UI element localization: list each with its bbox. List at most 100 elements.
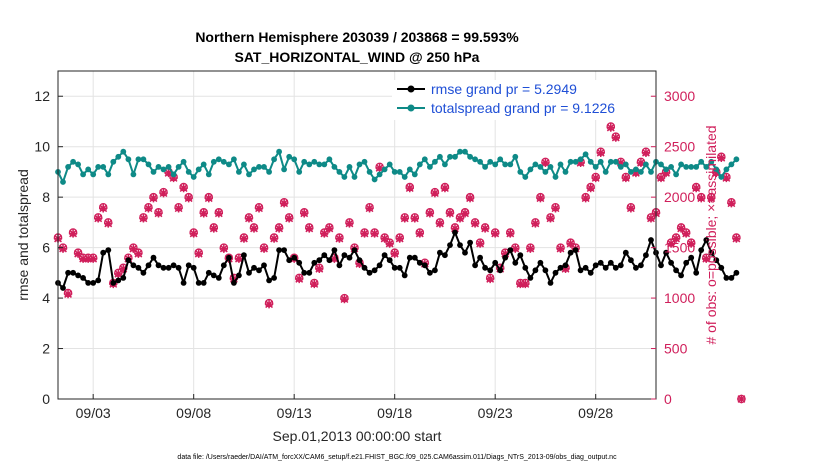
- rmse-point: [607, 259, 614, 266]
- totalspread-point: [442, 161, 448, 168]
- right-axis: 0 500 1000 1500 2000 2500 3000: [651, 88, 695, 407]
- rmse-point: [236, 272, 242, 279]
- totalspread-point: [75, 161, 81, 168]
- obs-assimilated-point: [470, 219, 480, 228]
- obs-assimilated-point: [144, 204, 153, 213]
- rmse-point: [512, 259, 519, 266]
- totalspread-point: [633, 166, 639, 173]
- rmse-point: [406, 254, 413, 261]
- rmse-point: [728, 275, 735, 281]
- obs-assimilated-point: [692, 183, 701, 193]
- totalspread-point: [281, 166, 287, 173]
- totalspread-point: [487, 158, 494, 165]
- y-left-tick-label: 0: [42, 391, 50, 407]
- obs-assimilated-point: [219, 244, 229, 253]
- obs-assimilated-point: [521, 279, 530, 289]
- grid-lines: [58, 71, 656, 400]
- obs-assimilated-point: [546, 214, 555, 223]
- totalspread-point: [256, 164, 262, 170]
- obs-assimilated-point: [159, 188, 168, 198]
- rmse-point: [447, 242, 453, 249]
- obs-assimilated-point: [697, 193, 706, 203]
- rmse-point: [381, 252, 388, 259]
- totalspread-point: [155, 164, 162, 170]
- totalspread-point: [65, 164, 71, 170]
- x-tick-label: 09/18: [377, 405, 412, 421]
- totalspread-point: [220, 158, 227, 165]
- rmse-point: [597, 259, 604, 266]
- totalspread-point: [673, 171, 679, 178]
- rmse-point: [110, 280, 117, 286]
- totalspread-point: [321, 161, 328, 168]
- obs-assimilated-point: [707, 193, 716, 203]
- obs-assimilated-point: [310, 279, 319, 289]
- rmse-point: [612, 264, 619, 271]
- rmse-point: [396, 264, 403, 271]
- rmse-point: [346, 254, 353, 261]
- rmse-point: [140, 269, 147, 276]
- obs-assimilated-point: [686, 239, 696, 248]
- obs-assimilated-point: [269, 234, 279, 243]
- rmse-point: [572, 247, 579, 254]
- rmse-point: [452, 229, 458, 236]
- obs-assimilated-point: [516, 279, 525, 289]
- rmse-point: [663, 249, 669, 256]
- totalspread-point: [567, 158, 574, 165]
- rmse-point: [200, 280, 207, 286]
- totalspread-point: [190, 174, 197, 180]
- rmse-point: [65, 269, 71, 276]
- totalspread-point: [105, 171, 112, 178]
- totalspread-point: [175, 164, 182, 170]
- rmse-point: [165, 264, 172, 271]
- rmse-point: [648, 237, 654, 243]
- rmse-point: [276, 247, 282, 254]
- obs-assimilated-point: [616, 158, 626, 168]
- rmse-point: [472, 262, 478, 269]
- rmse-point: [80, 275, 86, 281]
- totalspread-point: [160, 166, 167, 173]
- totalspread-point: [648, 169, 654, 175]
- rmse-point: [718, 264, 725, 271]
- rmse-point: [723, 275, 730, 281]
- obs-assimilated-point: [405, 183, 414, 193]
- obs-assimilated-point: [501, 249, 510, 258]
- rmse-point: [125, 257, 132, 264]
- obs-assimilated-point: [73, 249, 83, 258]
- totalspread-point: [427, 164, 433, 170]
- y-right-tick-label: 500: [664, 341, 688, 357]
- rmse-point: [251, 264, 257, 271]
- obs-assimilated-point: [330, 254, 339, 263]
- totalspread-point: [502, 161, 509, 168]
- totalspread-point: [437, 153, 443, 160]
- plot-area: [58, 71, 656, 399]
- obs-assimilated-point: [284, 214, 294, 223]
- obs-assimilated-point: [320, 229, 329, 238]
- obs-assimilated-point: [295, 274, 304, 284]
- totalspread-point: [557, 161, 564, 168]
- totalspread-point: [411, 171, 418, 178]
- totalspread-point: [693, 164, 700, 170]
- totalspread-point: [723, 166, 730, 173]
- totalspread-point: [592, 164, 599, 170]
- obs-assimilated-point: [656, 173, 666, 183]
- rmse-point: [371, 267, 378, 274]
- rmse-point: [683, 259, 690, 266]
- obs-assimilated-point: [485, 274, 495, 284]
- rmse-point: [60, 285, 66, 291]
- rmse-point: [205, 269, 212, 276]
- legend-box: [392, 80, 650, 120]
- rmse-point: [351, 247, 358, 254]
- rmse-point: [120, 275, 127, 281]
- rmse-point: [658, 262, 664, 269]
- x-axis: 09/03 09/08 09/13 09/18 09/23 09/28: [76, 394, 613, 421]
- obs-assimilated-point: [621, 173, 631, 183]
- rmse-point: [532, 267, 539, 274]
- totalspread-point: [391, 169, 398, 175]
- rmse-point: [542, 267, 549, 274]
- totalspread-point: [150, 169, 157, 175]
- obs-assimilated-point: [732, 234, 741, 243]
- rmse-point: [215, 275, 222, 281]
- rmse-point: [336, 262, 343, 269]
- y-left-tick-label: 6: [42, 240, 50, 256]
- obs-assimilated-point: [410, 214, 419, 223]
